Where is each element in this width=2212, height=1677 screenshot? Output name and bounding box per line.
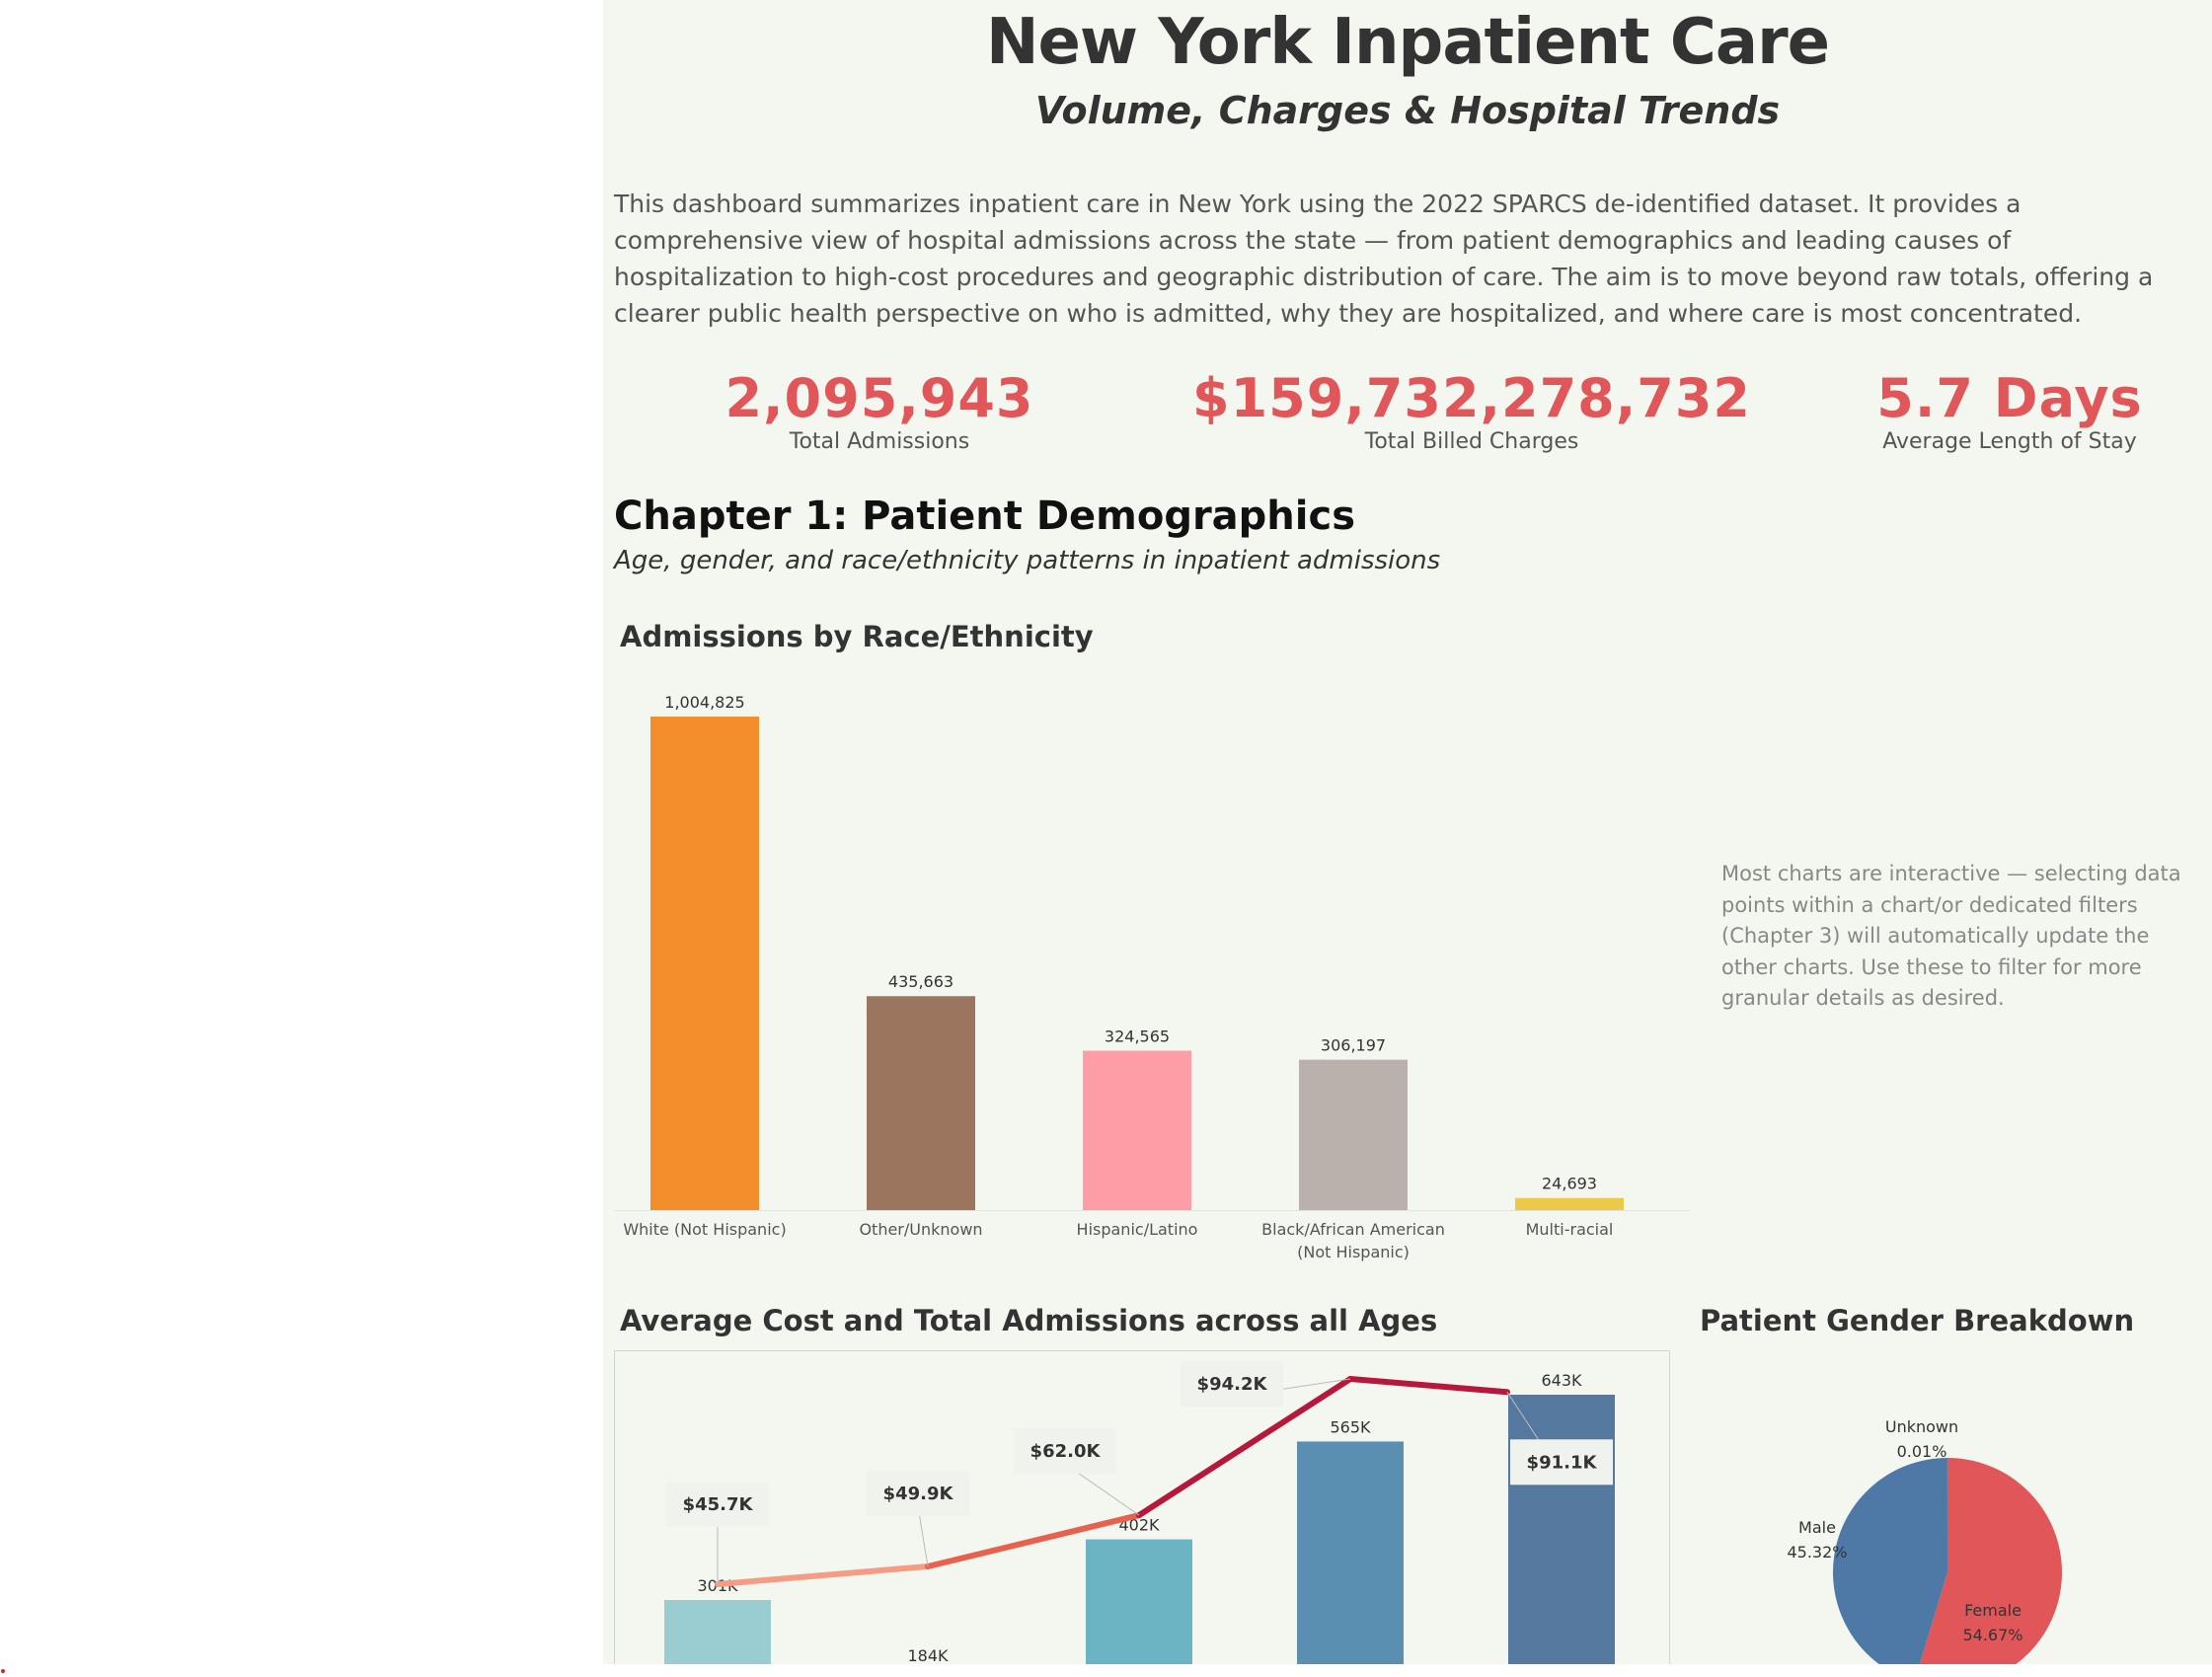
pie-value-label: 54.67% <box>1962 1626 2022 1644</box>
category-label: Black/African American <box>1261 1220 1445 1239</box>
callout-box <box>1510 1439 1613 1486</box>
bar[interactable] <box>1515 1197 1624 1210</box>
callout-box <box>867 1470 969 1516</box>
line-value-label: $94.2K <box>1197 1374 1268 1395</box>
kpi-label: Average Length of Stay <box>1882 429 2137 454</box>
intro-paragraph: This dashboard summarizes inpatient care… <box>614 190 2154 328</box>
bar-value-label: 643K <box>1541 1371 1582 1390</box>
kpi-label: Total Admissions <box>789 429 970 454</box>
bar[interactable] <box>1508 1395 1615 1664</box>
bar[interactable] <box>1083 1050 1191 1210</box>
bar[interactable] <box>664 1600 771 1664</box>
callout-box <box>1014 1428 1116 1475</box>
gender-pie-chart[interactable]: Female 54.67% Male 45.32% Unknown 0.01% <box>1700 1402 2212 1664</box>
chart-frame <box>614 1350 1670 1664</box>
bar[interactable] <box>650 717 759 1210</box>
pie-value-label: 0.01% <box>1897 1442 1947 1461</box>
line-value-label: $45.7K <box>683 1494 754 1515</box>
pie-slice[interactable] <box>1833 1458 1947 1664</box>
bar[interactable] <box>1297 1441 1404 1664</box>
bar-value-label: 1,004,825 <box>664 693 744 712</box>
line-segment <box>925 1512 1142 1569</box>
category-label: Multi-racial <box>1526 1220 1614 1239</box>
bar-value-label: 565K <box>1330 1417 1371 1436</box>
category-label: Other/Unknown <box>859 1220 982 1239</box>
pie-slice[interactable] <box>1914 1458 2062 1664</box>
dashboard: New York Inpatient Care Volume, Charges … <box>603 0 2212 1664</box>
pie-category-label: Unknown <box>1885 1417 1958 1436</box>
bar-value-label: 324,565 <box>1105 1027 1170 1045</box>
kpi-total-billed-charges: $159,732,278,732 Total Billed Charges <box>1136 367 1807 454</box>
bar[interactable] <box>1086 1539 1192 1664</box>
line-value-label: $91.1K <box>1527 1452 1598 1473</box>
gender-chart-title: Patient Gender Breakdown <box>1700 1304 2135 1337</box>
line-segment <box>1347 1376 1510 1396</box>
pie-category-label: Male <box>1798 1518 1836 1537</box>
bar-value-label: 24,693 <box>1542 1175 1597 1193</box>
category-label: White (Not Hispanic) <box>623 1220 786 1239</box>
age-chart-title: Average Cost and Total Admissions across… <box>620 1304 1438 1337</box>
bar[interactable] <box>1299 1059 1408 1210</box>
kpi-total-admissions: 2,095,943 Total Admissions <box>672 367 1087 454</box>
bar-value-label: 306,197 <box>1321 1036 1386 1055</box>
pie-category-label: Female <box>1964 1601 2021 1620</box>
race-chart-title: Admissions by Race/Ethnicity <box>620 620 1094 653</box>
bar-value-label: 184K <box>907 1646 949 1664</box>
dashboard-subtitle: Volume, Charges & Hospital Trends <box>1034 89 1781 132</box>
bar[interactable] <box>867 996 975 1210</box>
kpi-value: 2,095,943 <box>725 367 1034 429</box>
interactivity-note: Most charts are interactive — selecting … <box>1721 862 2181 1010</box>
callout-leader <box>917 1505 929 1567</box>
age-cost-admissions-combo-chart[interactable]: 301K184K402K565K643K$45.7K$49.9K$62.0K$9… <box>614 1350 1670 1664</box>
status-dot <box>1 1669 5 1673</box>
callout-box <box>1181 1361 1283 1407</box>
kpi-label: Total Billed Charges <box>1364 429 1579 454</box>
race-ethnicity-bar-chart[interactable]: 1,004,825 White (Not Hispanic) 435,663 Othe… <box>614 681 1690 1273</box>
line-segment <box>715 1563 931 1587</box>
line-value-label: $49.9K <box>883 1484 954 1504</box>
chapter-subtitle: Age, gender, and race/ethnicity patterns… <box>614 546 1441 575</box>
kpi-value: 5.7 Days <box>1876 367 2143 429</box>
callout-box <box>666 1482 769 1527</box>
chapter-title: Chapter 1: Patient Demographics <box>614 494 1356 539</box>
category-label: (Not Hispanic) <box>1297 1243 1410 1261</box>
bar-value-label: 435,663 <box>888 972 953 991</box>
pie-value-label: 45.32% <box>1787 1543 1847 1562</box>
line-segment <box>1136 1376 1353 1519</box>
category-label: Hispanic/Latino <box>1077 1220 1198 1239</box>
dashboard-title: New York Inpatient Care <box>985 6 1830 79</box>
kpi-value: $159,732,278,732 <box>1192 367 1751 429</box>
kpi-average-length-of-stay: 5.7 Days Average Length of Stay <box>1827 367 2192 454</box>
line-value-label: $62.0K <box>1030 1441 1102 1462</box>
